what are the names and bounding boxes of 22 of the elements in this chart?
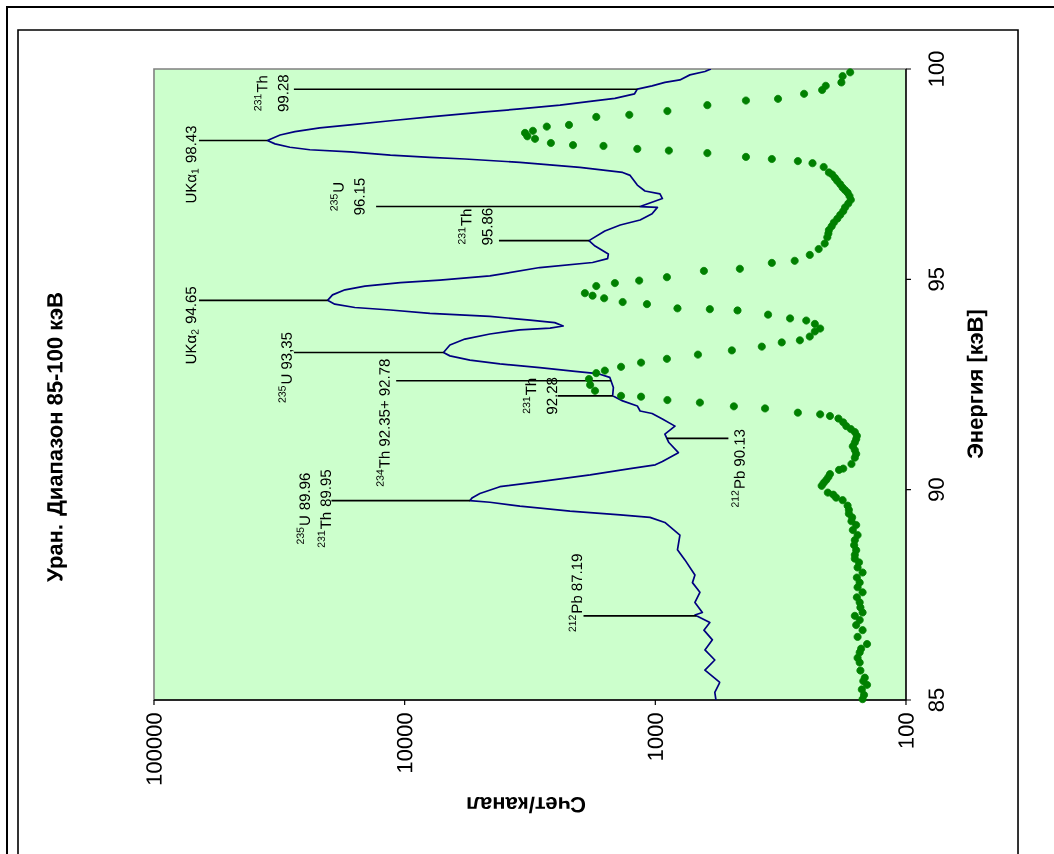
- x-tick-label: 100: [898, 713, 914, 748]
- annotation: UKα$_{2}$ 94.65: [185, 286, 199, 364]
- y-tick-label: 95: [928, 268, 944, 291]
- text: Уран. Диапазон 85-100 кэВ: [47, 293, 67, 582]
- x-tick-label: 1000: [647, 713, 664, 760]
- y-tick-label: 85: [928, 688, 944, 712]
- x-tick-label: 10000: [396, 713, 413, 772]
- x-axis-title: Счет/канал: [467, 796, 586, 814]
- y-tick-label: 100: [928, 51, 944, 86]
- annotation: $^{235}$U 89.96 $^{231}$Th 89.95: [296, 469, 332, 548]
- y-axis-title: Энергия [кэВ]: [966, 310, 988, 459]
- annotation: $^{231}$Th 95.86: [458, 208, 493, 245]
- y-tick-label: 90: [928, 478, 944, 501]
- x-tick-label: 100000: [146, 713, 162, 785]
- annotation: UKα$_{1}$ 98.43: [185, 126, 199, 203]
- annotation: $^{234}$Th 92.35+ 92.78: [376, 359, 390, 487]
- annotation: $^{231}$Th 92.28: [522, 377, 558, 414]
- annotation: $^{235}$U 96.15: [330, 178, 365, 215]
- annotation: $^{231}$Th 99.28: [253, 75, 289, 112]
- annotation: $^{212}$Pb 90.13: [731, 429, 745, 508]
- annotation: $^{212}$Pb 87.19: [568, 554, 583, 632]
- annotation: $^{235}$U 93,35: [278, 332, 294, 403]
